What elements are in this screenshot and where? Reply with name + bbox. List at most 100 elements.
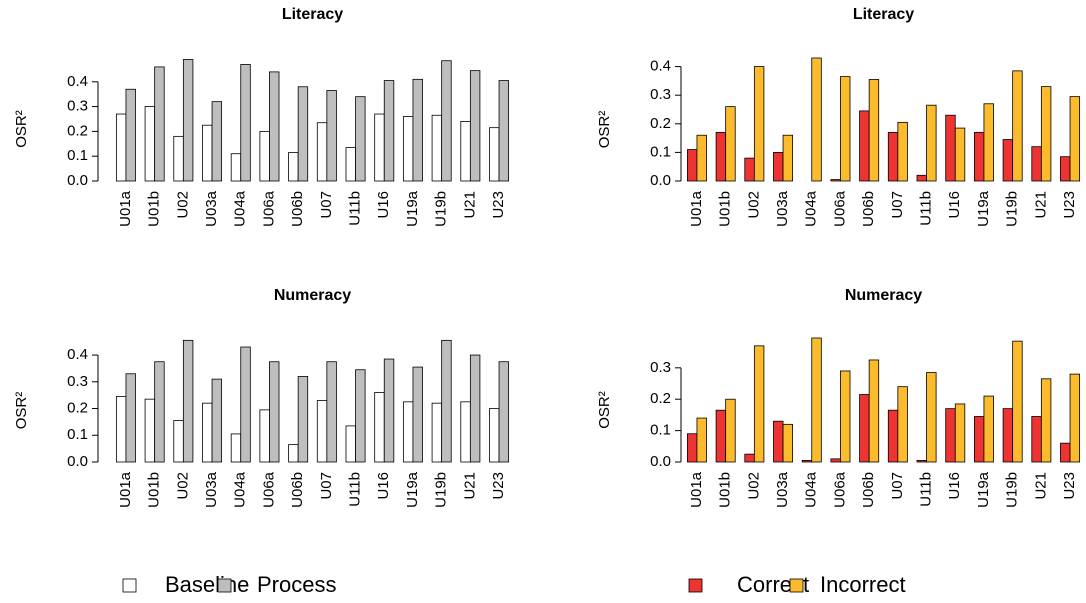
x-tick-label: U11b [347,472,364,507]
bar [182,339,194,463]
bar [326,361,337,463]
x-tick-label: U06b [860,191,877,227]
bar [211,378,223,463]
bar [1040,86,1052,182]
y-tick-label: 0.0 [67,172,88,189]
x-tick-label: U04a [803,471,820,508]
legend-swatch [217,578,232,593]
bar [868,359,880,463]
x-tick-label: U06b [289,191,306,227]
x-tick-label: U03a [203,471,220,508]
bar [696,417,707,463]
bar [297,376,309,463]
bar [744,157,755,182]
x-tick-label: U19b [433,472,450,508]
bar [115,396,127,463]
x-tick-label: U21 [1032,472,1049,500]
bar [412,78,423,182]
x-tick-label: U01a [688,471,705,508]
y-axis-label: OSR² [13,392,30,430]
x-tick-label: U19a [404,190,421,227]
x-tick-label: U02 [174,191,191,219]
bar [897,121,908,182]
bar [1040,378,1052,463]
bar [402,116,414,182]
y-tick-label: 0.3 [650,86,671,103]
y-tick-label: 0.4 [67,346,88,363]
bar [868,79,880,182]
bar [811,337,822,463]
x-tick-label: U07 [318,191,335,219]
bar [696,134,707,182]
x-tick-label: U19b [1004,191,1021,227]
legend-label: Baseline [165,572,249,597]
bar [202,124,213,182]
bar [983,103,994,182]
bar [374,113,385,182]
bar [1069,96,1081,182]
y-tick-label: 0.1 [67,426,88,443]
bar [1069,373,1081,463]
x-tick-label: U01a [688,190,705,227]
x-tick-label: U04a [232,471,249,508]
legend-label: Incorrect [820,572,906,597]
bar [983,395,994,463]
bar [154,66,165,182]
bar [954,403,966,463]
chart-title: Literacy [282,6,343,23]
bar [297,86,309,182]
x-tick-label: U16 [946,472,963,500]
bar [926,372,937,463]
bar [782,423,794,463]
bar [412,366,423,463]
legend-swatch [688,578,703,593]
y-tick-label: 0.3 [67,98,88,115]
bar [441,60,452,182]
legend-swatch [122,578,137,593]
x-tick-label: U01b [146,191,163,227]
x-tick-label: U03a [774,471,791,508]
y-tick-label: 0.1 [67,147,88,164]
x-tick-label: U01b [146,472,163,508]
bar [1002,139,1014,182]
y-tick-label: 0.2 [67,122,88,139]
y-tick-label: 0.3 [67,373,88,390]
bar [383,80,395,182]
bar [288,444,299,463]
x-tick-label: U07 [318,472,335,500]
bar [1031,416,1042,463]
x-tick-label: U01a [117,190,134,227]
bar [498,80,510,182]
x-tick-label: U21 [461,191,478,219]
bar [859,394,870,463]
bar [469,354,481,463]
legend-label: Process [257,572,336,597]
bar [744,453,755,463]
y-tick-label: 0.4 [650,58,671,75]
x-tick-label: U07 [889,472,906,500]
y-tick-label: 0.0 [67,453,88,470]
bar [125,373,136,463]
bar [686,433,698,463]
bar [288,152,299,182]
bar [182,59,194,182]
bar [211,101,223,182]
chart-title: Numeracy [845,287,922,304]
bar [355,96,366,182]
x-tick-label: U03a [774,190,791,227]
bar [859,110,870,182]
bar [840,370,851,463]
bar [830,458,841,463]
chart-title: Literacy [853,6,914,23]
bar [753,66,765,182]
x-tick-label: U06a [260,471,277,508]
bar [1002,408,1014,463]
bar [115,113,127,182]
x-tick-label: U01a [117,471,134,508]
y-tick-label: 0.1 [650,143,671,160]
x-tick-label: U23 [490,191,507,219]
x-tick-label: U23 [1061,191,1078,219]
bar [202,402,213,463]
x-tick-label: U06a [831,471,848,508]
